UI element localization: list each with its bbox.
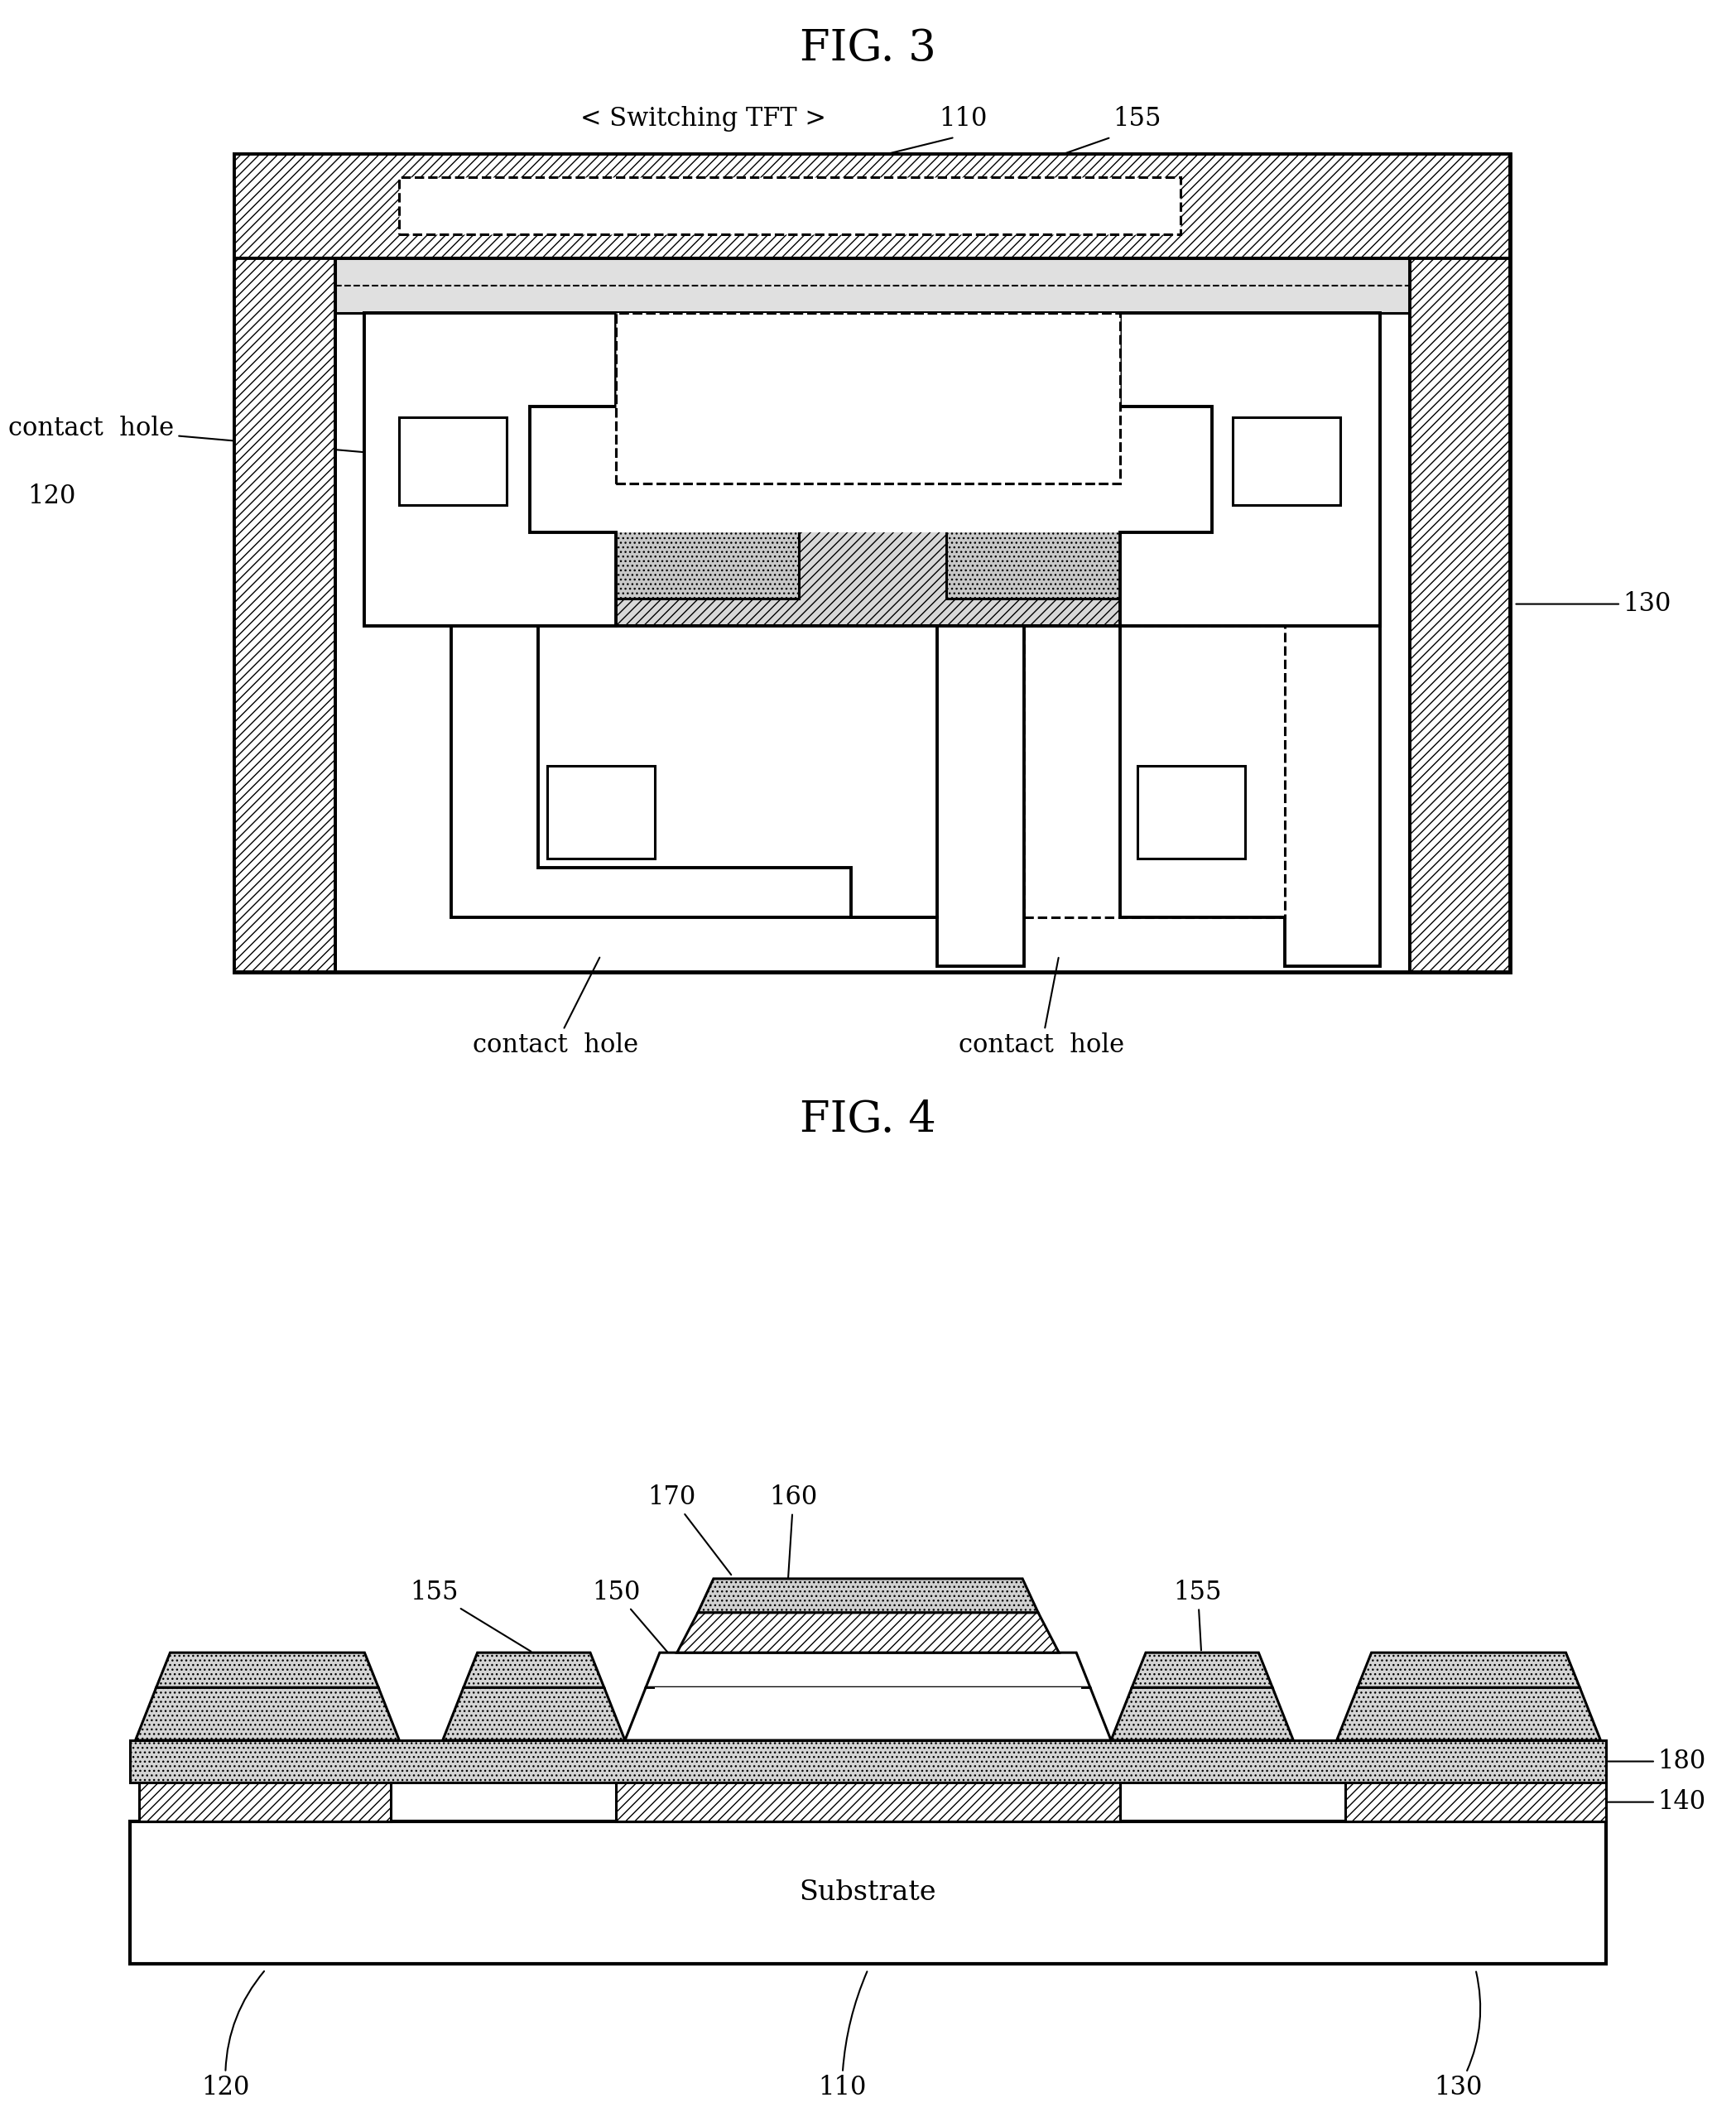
- Text: 110: 110: [939, 106, 988, 131]
- Text: 160: 160: [769, 1485, 818, 1630]
- Bar: [130, 1740, 1606, 1783]
- Polygon shape: [646, 1652, 1090, 1687]
- Text: FIG. 3: FIG. 3: [800, 27, 936, 70]
- Bar: [234, 154, 1510, 258]
- Bar: [616, 1783, 1120, 1821]
- Text: Substrate: Substrate: [800, 1880, 936, 1907]
- Polygon shape: [1120, 313, 1380, 625]
- Bar: [399, 177, 1180, 234]
- Bar: [547, 765, 654, 860]
- Text: 180: 180: [1608, 1749, 1706, 1774]
- Text: contact  hole: contact hole: [9, 416, 441, 458]
- Bar: [234, 154, 335, 972]
- Bar: [139, 1783, 391, 1821]
- Polygon shape: [365, 313, 616, 625]
- Polygon shape: [1358, 1652, 1580, 1687]
- Bar: [1024, 625, 1285, 917]
- Polygon shape: [529, 313, 1212, 532]
- Text: contact  hole: contact hole: [958, 957, 1125, 1058]
- Polygon shape: [625, 1687, 1111, 1740]
- Bar: [529, 313, 799, 598]
- Bar: [234, 154, 335, 972]
- Text: < Switching TFT >: < Switching TFT >: [580, 106, 826, 131]
- Polygon shape: [443, 1687, 625, 1740]
- Text: 130: 130: [1434, 1973, 1483, 2101]
- Text: 130: 130: [1516, 591, 1672, 617]
- Polygon shape: [365, 313, 1380, 625]
- Bar: [399, 177, 1180, 234]
- Bar: [399, 418, 507, 505]
- Polygon shape: [451, 625, 937, 917]
- Text: 170: 170: [648, 1485, 731, 1576]
- Bar: [130, 1821, 1606, 1964]
- Polygon shape: [135, 1687, 399, 1740]
- Polygon shape: [1337, 1687, 1601, 1740]
- Polygon shape: [1024, 625, 1380, 967]
- Bar: [1345, 1783, 1606, 1821]
- Text: 155: 155: [1174, 1580, 1222, 1649]
- Bar: [1410, 154, 1510, 972]
- Text: 155: 155: [410, 1580, 531, 1652]
- Bar: [616, 313, 1120, 484]
- Bar: [616, 313, 1120, 484]
- Bar: [1137, 765, 1245, 860]
- Bar: [410, 184, 1170, 228]
- Polygon shape: [365, 625, 1024, 967]
- Polygon shape: [677, 1614, 1059, 1652]
- Bar: [654, 1687, 1082, 1723]
- Polygon shape: [1111, 1687, 1293, 1740]
- Bar: [234, 154, 1510, 972]
- Bar: [234, 154, 1510, 258]
- Text: 120: 120: [201, 1970, 264, 2101]
- Bar: [946, 313, 1215, 598]
- Bar: [1233, 418, 1340, 505]
- Text: FIG. 4: FIG. 4: [800, 1098, 936, 1140]
- Polygon shape: [698, 1580, 1038, 1614]
- Text: 150: 150: [592, 1580, 719, 1713]
- Polygon shape: [1132, 1652, 1272, 1687]
- Polygon shape: [156, 1652, 378, 1687]
- Text: 140: 140: [1608, 1789, 1706, 1814]
- Bar: [1410, 154, 1510, 972]
- Text: 155: 155: [1113, 106, 1161, 131]
- Polygon shape: [464, 1652, 604, 1687]
- Bar: [335, 258, 1410, 313]
- Text: 120: 120: [28, 484, 76, 509]
- Text: contact  hole: contact hole: [472, 957, 639, 1058]
- Bar: [616, 313, 1120, 484]
- Text: 110: 110: [818, 1970, 866, 2101]
